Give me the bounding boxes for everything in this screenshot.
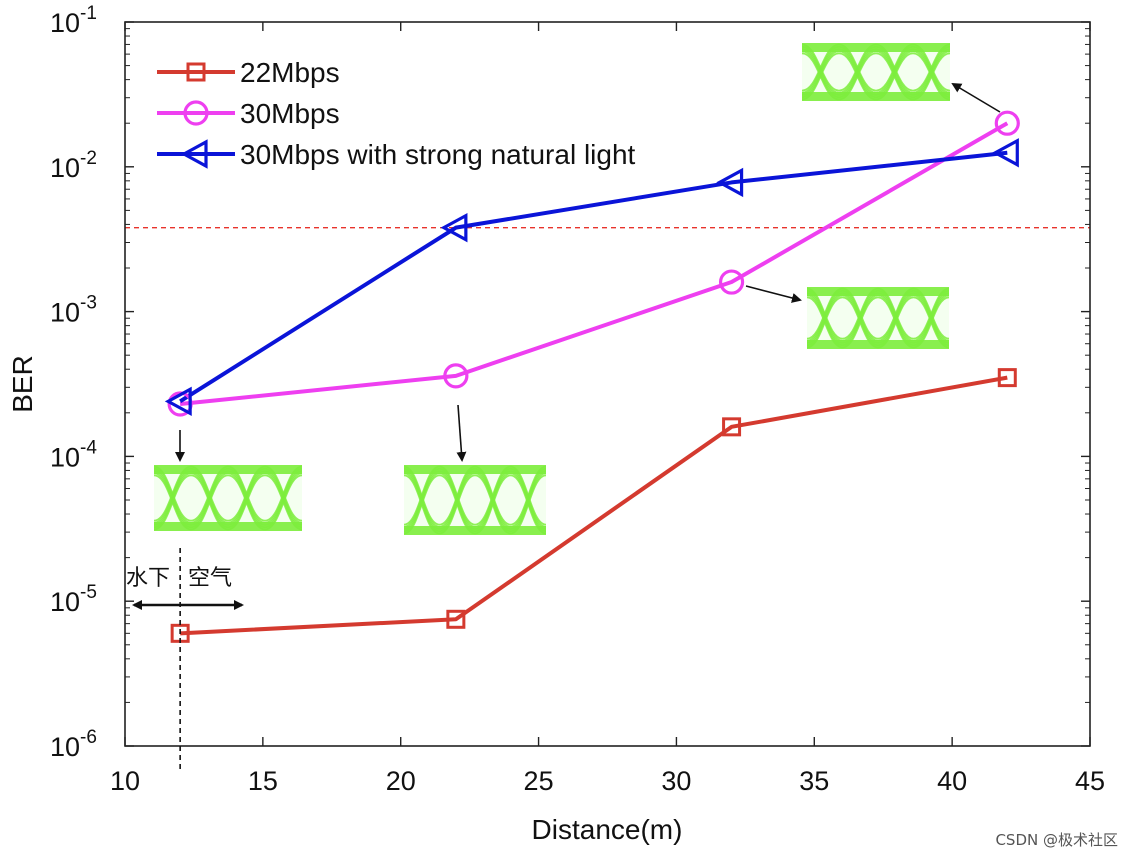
eye-diagram-trace — [875, 52, 914, 101]
eye-diagram-trace — [474, 474, 511, 535]
eye-diagram-background — [807, 287, 949, 349]
series-group — [179, 121, 1009, 636]
legend-label-22mbps: 22Mbps — [240, 57, 340, 88]
underwater-label: 水下 — [126, 566, 170, 591]
series-line-22mbps — [180, 375, 1008, 636]
series-line-30mbps-with-strong-natural-light — [179, 150, 1008, 404]
legend-label-30mbps-natural-light: 30Mbps with strong natural light — [240, 139, 636, 170]
eye-diagram-trace — [806, 296, 843, 349]
y-tick-label: 10-1 — [50, 3, 97, 38]
eye-diagram-icon — [806, 287, 950, 349]
y-tick-label: 10-3 — [50, 293, 97, 328]
medium-annotation: 水下 空气 — [126, 566, 232, 591]
y-tick-label: 10-4 — [50, 437, 97, 472]
annotation-arrows — [132, 82, 1001, 772]
pointer-arrow — [951, 82, 1001, 113]
eye-diagram-trace — [510, 474, 547, 535]
x-tick-label: 25 — [524, 766, 554, 796]
x-tick-label: 15 — [248, 766, 278, 796]
eye-diagram-trace — [439, 474, 476, 535]
x-tick-label: 35 — [799, 766, 829, 796]
data-point-triangle-left — [716, 167, 744, 198]
data-point-circle — [443, 363, 469, 389]
data-point-triangle-left — [164, 386, 192, 417]
eye-diagram-trace — [801, 52, 840, 101]
x-tick-label: 10 — [110, 766, 140, 796]
data-point-circle — [718, 269, 745, 295]
eye-diagram-icon — [403, 465, 547, 535]
x-tick-label: 20 — [386, 766, 416, 796]
y-axis-label: BER — [7, 355, 38, 413]
data-point-triangle-left — [440, 212, 468, 243]
data-point-triangle-left — [991, 138, 1019, 168]
eye-diagram-trace — [842, 296, 879, 349]
air-label: 空气 — [188, 566, 232, 591]
eye-diagram-group — [153, 43, 951, 535]
eye-diagram-trace — [227, 474, 266, 531]
eye-diagram-trace — [190, 474, 229, 531]
eye-diagram-trace — [264, 474, 303, 531]
pointer-arrow — [745, 285, 802, 303]
marker-group — [164, 110, 1020, 643]
eye-diagram-icon — [153, 465, 303, 531]
x-axis-label: Distance(m) — [532, 814, 683, 845]
data-point-square — [997, 368, 1017, 388]
y-tick-label: 10-2 — [50, 148, 97, 183]
eye-diagram-trace — [877, 296, 914, 349]
legend-marker-circle — [183, 100, 209, 126]
legend-marks — [157, 62, 235, 169]
watermark: CSDN @极术社区 — [995, 831, 1118, 849]
eye-diagram-background — [404, 465, 546, 535]
eye-diagram-trace — [913, 296, 950, 349]
plot-frame — [124, 21, 1091, 747]
data-point-square — [722, 417, 742, 437]
legend-marker-triangle-left — [180, 139, 208, 169]
pointer-arrow — [456, 404, 467, 462]
eye-diagram-icon — [801, 43, 951, 101]
eye-diagram-trace — [153, 474, 192, 531]
data-point-square — [446, 609, 466, 629]
legend: 22Mbps 30Mbps 30Mbps with strong natural… — [240, 57, 636, 170]
legend-marker-square — [186, 62, 206, 82]
series-line-30mbps — [179, 121, 1009, 407]
y-tick-label: 10-5 — [50, 582, 97, 617]
data-point-circle — [994, 110, 1020, 136]
legend-label-30mbps: 30Mbps — [240, 98, 340, 129]
eye-diagram-trace — [838, 52, 877, 101]
eye-diagram-trace — [912, 52, 951, 101]
x-tick-label: 45 — [1075, 766, 1105, 796]
x-tick-label: 30 — [661, 766, 691, 796]
y-tick-label: 10-6 — [50, 727, 97, 762]
x-tick-label: 40 — [937, 766, 967, 796]
eye-diagram-trace — [403, 474, 440, 535]
